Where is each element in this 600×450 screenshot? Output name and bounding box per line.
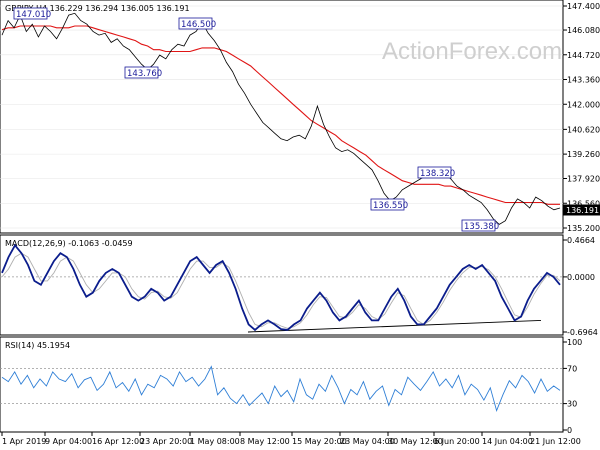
- price-tick-label: 137.920: [567, 175, 600, 184]
- annotation-box: [124, 66, 159, 79]
- macd-series: [0, 243, 563, 333]
- macd-tick-label: -0.6964: [567, 328, 598, 337]
- last-price-marker: 136.191: [563, 204, 600, 216]
- macd-tick-label: 0.0000: [567, 273, 595, 282]
- time-tick-label: 14 Jun 04:00: [482, 437, 533, 446]
- annotation-label: 136.550: [373, 201, 408, 211]
- time-tick-label: 15 May 20:00: [292, 437, 347, 446]
- price-series: [1, 12, 561, 225]
- price-annotation: 147.010: [13, 7, 51, 20]
- time-tick-label: 23 May 04:00: [340, 437, 395, 446]
- price-annotations: 147.010 146.500 143.760 138.320 136.550 135.3…: [13, 7, 499, 232]
- time-tick-label: 8 May 12:00: [240, 437, 290, 446]
- price-tick-label: 139.260: [567, 150, 600, 159]
- macd-line: [1, 243, 561, 332]
- rsi-axis: 100 70 30 0: [563, 338, 582, 435]
- price-tick-label: 146.080: [567, 26, 600, 35]
- price-axis: 147.400 146.080 144.720 143.360 142.000 140.6…: [563, 2, 600, 233]
- price-annotation: 138.320: [417, 166, 455, 179]
- watermark: ActionForex.com: [382, 38, 562, 65]
- annotation-box: [178, 17, 213, 30]
- annotation-box: [13, 7, 48, 20]
- price-tick-label: 135.200: [567, 224, 600, 233]
- price-panel-title: GBPJPY,H4 136.229 136.294 136.005 136.19…: [5, 4, 190, 13]
- price-gridlines: [0, 5, 563, 229]
- price-annotation: 135.380: [461, 219, 499, 232]
- price-tick-label: 143.360: [567, 76, 600, 85]
- macd-panel-title: MACD(12,26,9) -0.1063 -0.0459: [5, 239, 133, 248]
- time-tick-label: 23 Apr 20:00: [140, 437, 192, 446]
- time-tick-label: 30 May 12:00: [388, 437, 443, 446]
- time-tick-label: 16 Apr 12:00: [92, 437, 144, 446]
- annotation-label: 147.010: [16, 10, 51, 20]
- macd-axis: 0.4664 0.0000 -0.6964: [563, 236, 598, 337]
- time-tick-label: 21 Jun 12:00: [530, 437, 581, 446]
- rsi-tick-label: 100: [567, 338, 582, 347]
- macd-tick-label: 0.4664: [567, 236, 595, 245]
- price-panel[interactable]: ActionForex.com GBPJPY,H4 136.229 136.29…: [0, 0, 600, 234]
- rsi-line: [1, 365, 561, 413]
- rsi-series: [0, 365, 563, 413]
- rsi-tick-label: 0: [567, 426, 572, 435]
- price-annotation: 136.550: [370, 198, 408, 211]
- rsi-panel[interactable]: RSI(14) 45.1954 100 70 30 0: [0, 336, 582, 435]
- annotation-box: [370, 198, 405, 211]
- price-tick-label: 136.560: [567, 199, 600, 208]
- time-tick-label: 9 Apr 04:00: [45, 437, 92, 446]
- rsi-tick-label: 30: [567, 400, 577, 409]
- annotation-box: [461, 219, 496, 232]
- annotation-label: 146.500: [181, 20, 216, 30]
- annotation-label: 143.760: [127, 69, 162, 79]
- price-line: [1, 12, 561, 225]
- macd-signal-line: [1, 252, 561, 329]
- annotation-box: [417, 166, 452, 179]
- last-price-label: 136.191: [566, 206, 599, 215]
- price-tick-label: 142.000: [567, 100, 600, 109]
- time-tick-label: 1 May 08:00: [190, 437, 240, 446]
- price-annotation: 143.760: [124, 66, 162, 79]
- rsi-tick-label: 70: [567, 364, 577, 373]
- price-tick-label: 144.720: [567, 51, 600, 60]
- annotation-label: 135.380: [464, 222, 499, 232]
- price-annotation: 146.500: [178, 17, 216, 30]
- macd-panel[interactable]: MACD(12,26,9) -0.1063 -0.0459 0.4664 0.00…: [0, 234, 598, 337]
- price-tick-label: 140.620: [567, 125, 600, 134]
- time-tick-label: 1 Apr 2019: [2, 437, 46, 446]
- moving-average-line: [1, 25, 560, 205]
- price-tick-label: 147.400: [567, 2, 600, 11]
- annotation-label: 138.320: [420, 169, 455, 179]
- time-tick-label: 6 Jun 20:00: [434, 437, 480, 446]
- macd-trendline: [247, 319, 542, 333]
- rsi-panel-title: RSI(14) 45.1954: [5, 341, 70, 350]
